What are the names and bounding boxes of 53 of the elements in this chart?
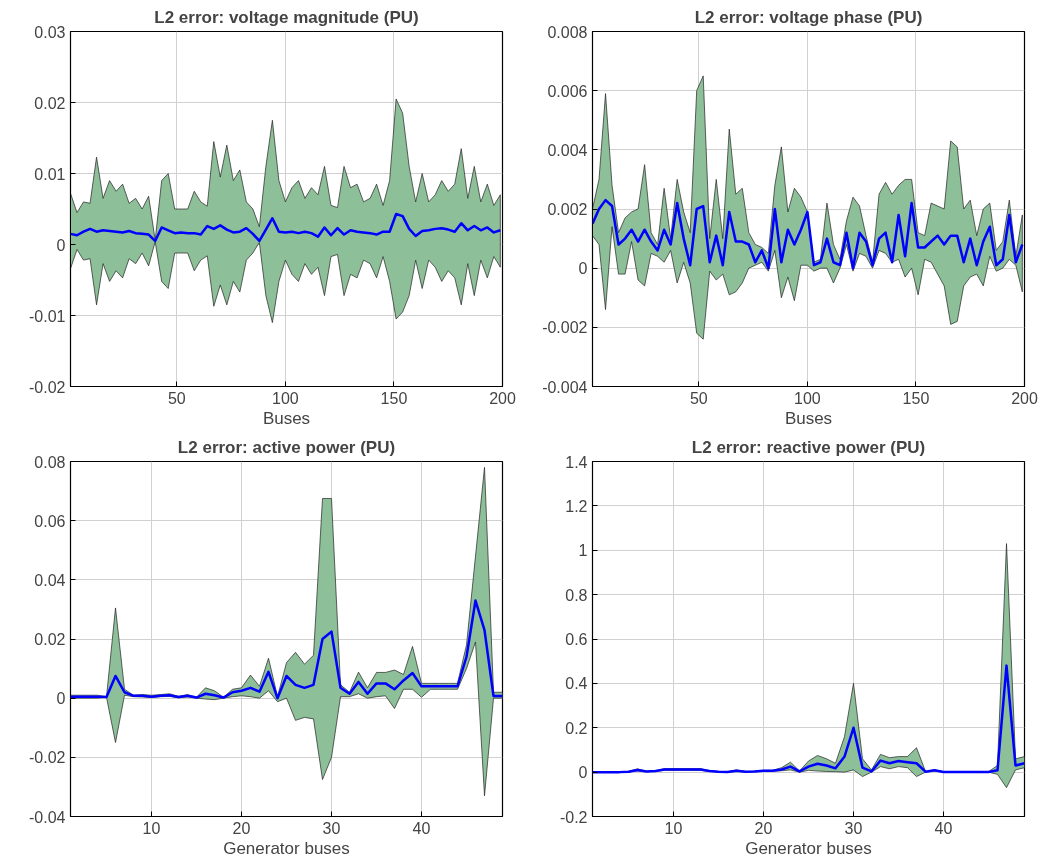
y-tick-label: 1.4 (565, 453, 588, 471)
y-tick-label: 0.008 (547, 23, 588, 41)
y-tick-label: 1 (578, 542, 588, 560)
chart-title: L2 error: voltage magnitude (PU) (154, 7, 419, 27)
y-tick-label: 0 (578, 260, 588, 278)
x-tick-label: 10 (142, 819, 161, 837)
x-tick-label: 10 (664, 819, 683, 837)
x-tick-label: 200 (1011, 389, 1038, 407)
x-tick-label: 50 (689, 389, 708, 407)
y-tick-label: -0.002 (542, 319, 588, 337)
x-tick-label: 30 (844, 819, 863, 837)
x-tick-label: 100 (794, 389, 821, 407)
y-tick-label: -0.04 (29, 808, 66, 826)
y-tick-label: 0.2 (565, 719, 588, 737)
x-tick-label: 200 (489, 389, 516, 407)
y-tick-label: 0.004 (547, 141, 588, 159)
y-tick-label: 0.4 (565, 675, 588, 693)
x-axis-title: Generator buses (223, 838, 350, 858)
x-tick-label: 30 (322, 819, 341, 837)
y-tick-label: 1.2 (565, 497, 588, 515)
x-tick-label: 20 (232, 819, 251, 837)
y-tick-label: 0 (56, 690, 66, 708)
y-tick-label: 0.03 (34, 23, 66, 41)
y-tick-label: -0.01 (29, 307, 66, 325)
y-tick-label: 0.02 (34, 631, 66, 648)
x-tick-label: 50 (167, 389, 186, 407)
x-tick-label: 20 (754, 819, 773, 837)
y-tick-label: 0.002 (547, 201, 588, 218)
y-tick-label: 0 (578, 764, 588, 782)
y-tick-label: 0.006 (547, 82, 588, 100)
y-tick-label: 0.01 (34, 165, 66, 183)
y-tick-label: 0.6 (565, 631, 588, 648)
y-tick-label: 0.06 (34, 512, 66, 530)
x-tick-label: 40 (934, 819, 953, 837)
y-tick-label: 0.8 (565, 586, 588, 604)
chart-title: L2 error: active power (PU) (177, 437, 396, 457)
y-tick-label: -0.2 (559, 808, 588, 826)
y-tick-label: 0.04 (34, 571, 66, 589)
chart-title: L2 error: voltage phase (PU) (694, 7, 923, 27)
y-tick-label: -0.004 (542, 378, 588, 396)
y-tick-label: 0 (56, 236, 66, 254)
x-axis-title: Buses (784, 408, 833, 428)
y-tick-label: -0.02 (29, 749, 66, 767)
y-tick-label: 0.02 (34, 94, 66, 112)
x-tick-label: 100 (272, 389, 299, 407)
chart-title: L2 error: reactive power (PU) (691, 437, 926, 457)
y-tick-label: -0.02 (29, 378, 66, 396)
x-tick-label: 40 (412, 819, 431, 837)
x-axis-title: Buses (262, 408, 311, 428)
x-tick-label: 150 (380, 389, 408, 407)
x-axis-title: Generator buses (745, 838, 872, 858)
y-tick-label: 0.08 (34, 453, 66, 471)
x-tick-label: 150 (902, 389, 930, 407)
